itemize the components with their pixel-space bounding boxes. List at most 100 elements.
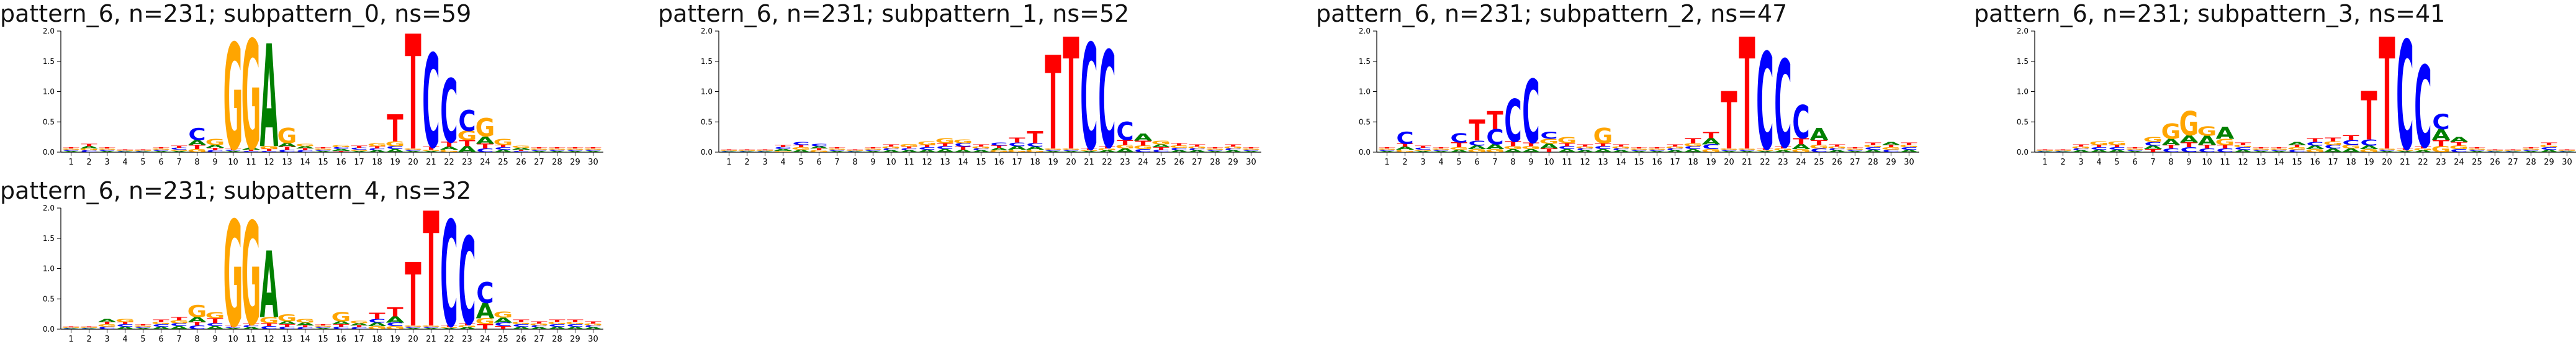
letter-c-glyph: C [1414, 148, 1431, 151]
letter-t-glyph: T [387, 305, 403, 319]
letter-a-glyph: A [1224, 150, 1243, 153]
letter-g-glyph: G [475, 317, 495, 327]
letter-t-glyph: T [315, 324, 331, 326]
letter-t-glyph: T [2433, 138, 2449, 148]
letter-c-glyph: C [116, 324, 133, 327]
letter-a-glyph: A [2306, 145, 2325, 150]
letter-c-glyph: C [1756, 26, 1773, 181]
letter-c-glyph: C [1188, 148, 1205, 152]
letter-g-glyph: G [971, 147, 991, 150]
letter-a-glyph: A [810, 145, 829, 149]
letter-g-glyph: G [313, 325, 333, 327]
letter-c-glyph: C [1080, 14, 1097, 183]
letter-c-glyph: C [2378, 150, 2395, 152]
letter-g-glyph: G [1629, 148, 1649, 150]
x-tick-label: 4 [122, 335, 127, 344]
letter-a-glyph: A [206, 144, 225, 149]
letter-c-glyph: C [314, 327, 331, 329]
letter-a-glyph: A [1432, 151, 1451, 153]
letter-t-glyph: T [279, 146, 295, 151]
x-tick-label: 18 [372, 335, 382, 344]
letter-a-glyph: A [2342, 148, 2361, 153]
x-tick-label: 3 [2078, 158, 2083, 167]
letter-c-glyph: C [720, 151, 737, 152]
letter-t-glyph: T [1189, 145, 1205, 148]
letter-a-glyph: A [1080, 151, 1099, 153]
letter-a-glyph: A [990, 147, 1009, 151]
letter-t-glyph: T [153, 319, 169, 322]
letter-c-glyph: C [2054, 151, 2071, 152]
letter-a-glyph: A [1486, 143, 1505, 150]
letter-a-glyph: A [440, 146, 459, 151]
letter-g-glyph: G [1151, 140, 1171, 145]
x-tick-label: 23 [462, 158, 472, 167]
x-tick-label: 28 [2526, 158, 2536, 167]
y-tick-label: 0.5 [2017, 117, 2029, 126]
x-tick-label: 9 [212, 335, 217, 344]
letter-c-glyph: C [152, 150, 169, 152]
letter-c-glyph: C [2198, 148, 2215, 153]
logo-panel-3: pattern_6, n=231; subpattern_3, ns=41 0.… [1974, 0, 2576, 185]
letter-a-glyph: A [792, 149, 811, 153]
letter-a-glyph: A [566, 151, 585, 153]
letter-a-glyph: A [422, 151, 441, 153]
letter-t-glyph: T [117, 321, 133, 325]
letter-c-glyph: C [792, 141, 809, 146]
letter-g-glyph: G [989, 150, 1009, 153]
letter-a-glyph: A [2540, 149, 2559, 153]
x-tick-label: 13 [282, 335, 292, 344]
letter-a-glyph: A [152, 326, 171, 330]
letter-t-glyph: T [1775, 147, 1791, 150]
letter-g-glyph: G [1863, 144, 1883, 148]
letter-g-glyph: G [367, 142, 387, 147]
letter-t-glyph: T [1153, 147, 1169, 150]
letter-t-glyph: T [991, 145, 1007, 148]
letter-g-glyph: G [79, 148, 99, 152]
x-tick-label: 23 [1778, 158, 1788, 167]
letter-a-glyph: A [864, 151, 883, 153]
letter-g-glyph: G [2467, 148, 2487, 150]
letter-c-glyph: C [1612, 148, 1629, 152]
letter-g-glyph: G [1223, 147, 1243, 150]
letter-c-glyph: C [1774, 35, 1791, 175]
y-tick-label: 1.5 [1359, 57, 1371, 66]
letter-a-glyph: A [1738, 151, 1757, 153]
letter-a-glyph: A [494, 316, 513, 324]
letter-t-glyph: T [477, 142, 493, 150]
x-tick-label: 11 [2220, 158, 2230, 167]
x-tick-label: 12 [2238, 158, 2248, 167]
x-tick-label: 25 [498, 335, 508, 344]
letter-c-glyph: C [386, 322, 403, 327]
x-tick-label: 16 [336, 335, 346, 344]
letter-g-glyph: G [2269, 148, 2289, 150]
letter-a-glyph: A [2180, 134, 2199, 145]
letter-a-glyph: A [314, 151, 333, 153]
letter-a-glyph: A [512, 148, 531, 151]
x-tick-label: 1 [68, 335, 73, 344]
x-tick-label: 9 [212, 158, 217, 167]
letter-c-glyph: C [1720, 150, 1737, 152]
letter-g-glyph: G [2503, 150, 2523, 152]
letter-t-glyph: T [189, 321, 205, 327]
letter-a-glyph: A [1242, 151, 1261, 153]
x-tick-label: 16 [1652, 158, 1662, 167]
letter-g-glyph: G [403, 148, 423, 150]
letter-c-glyph: C [2468, 150, 2485, 152]
letter-a-glyph: A [2522, 151, 2541, 153]
letter-c-glyph: C [1134, 148, 1151, 153]
letter-a-glyph: A [828, 151, 847, 153]
x-tick-label: 10 [228, 335, 238, 344]
letter-a-glyph: A [2036, 152, 2055, 153]
letter-g-glyph: G [295, 143, 315, 147]
letter-g-glyph: G [827, 148, 847, 150]
letter-g-glyph: G [1521, 145, 1541, 150]
letter-t-glyph: T [721, 150, 737, 151]
letter-t-glyph: T [207, 147, 223, 151]
letter-g-glyph: G [2035, 150, 2055, 152]
letter-a-glyph: A [954, 149, 973, 153]
letter-a-glyph: A [242, 327, 261, 330]
letter-g-glyph: G [565, 148, 585, 150]
letter-t-glyph: T [739, 150, 755, 151]
letter-t-glyph: T [973, 145, 989, 148]
letter-t-glyph: T [459, 138, 475, 148]
